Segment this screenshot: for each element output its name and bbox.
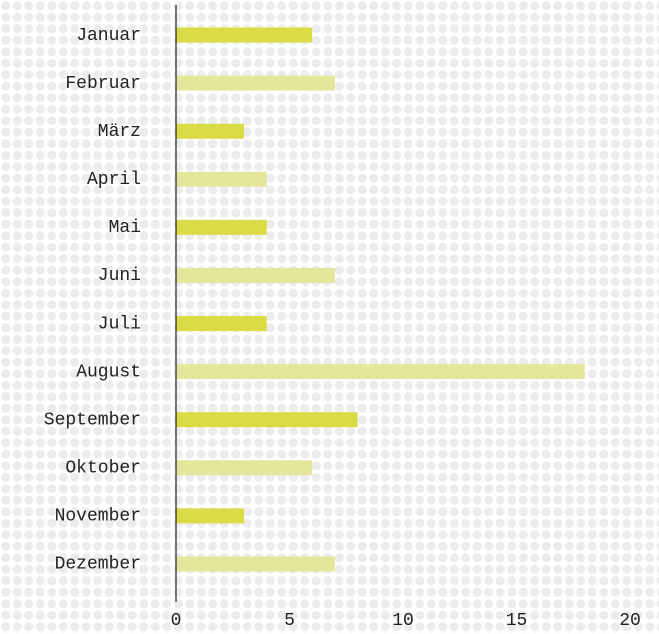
y-tick-label: August	[76, 362, 141, 382]
x-tick-label: 20	[619, 611, 641, 631]
y-tick-label: April	[87, 170, 141, 190]
y-tick-label: November	[55, 507, 141, 527]
x-tick-label: 15	[506, 611, 528, 631]
y-tick-label: März	[98, 122, 141, 142]
y-tick-label: Februar	[65, 74, 141, 94]
y-tick-label: Mai	[109, 218, 141, 238]
bar	[176, 412, 358, 428]
bar	[176, 556, 335, 572]
bar	[176, 171, 267, 187]
y-tick-label: Oktober	[65, 459, 141, 479]
bar	[176, 219, 267, 235]
bar	[176, 460, 313, 476]
y-tick-label: Januar	[76, 26, 141, 46]
bar	[176, 75, 335, 91]
bar	[176, 27, 313, 43]
y-tick-label: Juli	[98, 314, 141, 334]
x-tick-label: 0	[171, 611, 182, 631]
y-tick-label: Juni	[98, 266, 141, 286]
x-tick-label: 5	[284, 611, 295, 631]
bar	[176, 316, 267, 332]
bar	[176, 123, 245, 139]
y-tick-label: September	[44, 410, 141, 430]
bar	[176, 508, 245, 524]
x-tick-label: 10	[392, 611, 414, 631]
y-tick-label: Dezember	[55, 555, 141, 575]
bar	[176, 364, 585, 380]
bar	[176, 267, 335, 283]
